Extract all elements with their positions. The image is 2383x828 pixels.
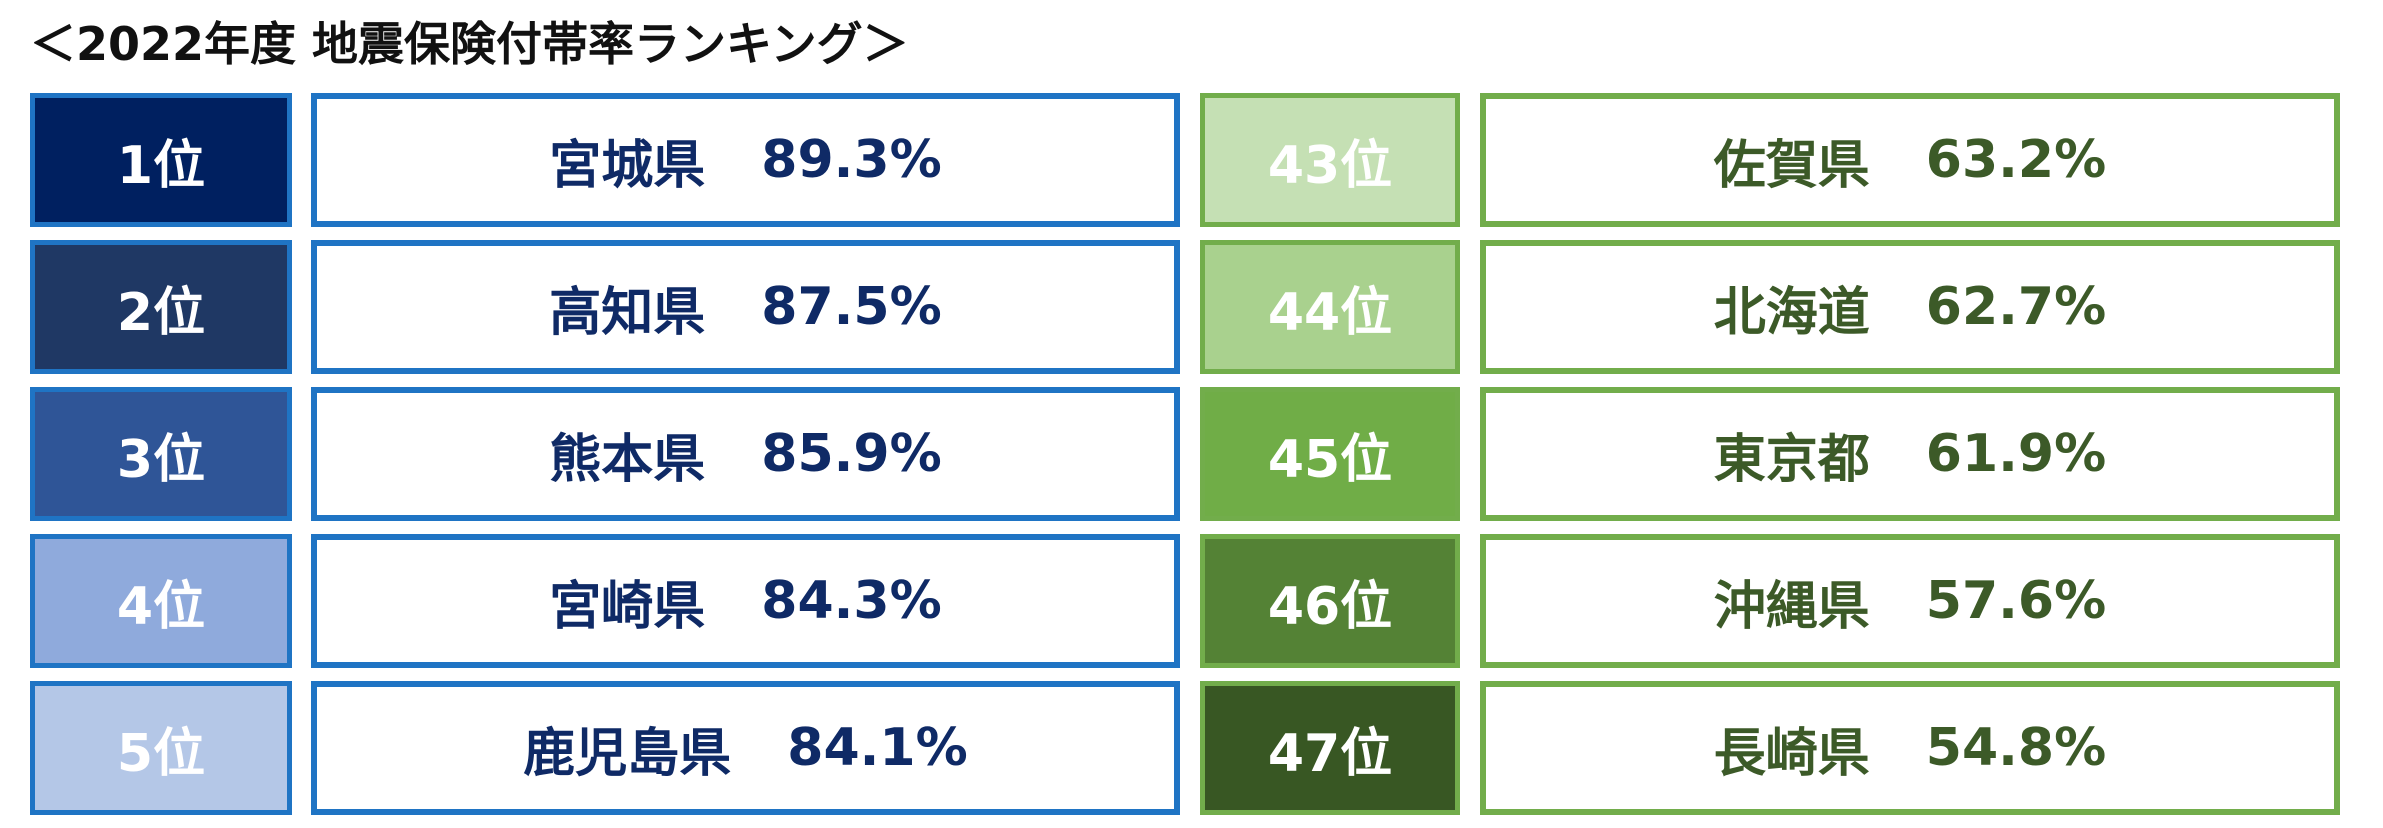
top-ranking-list: 1位 宮城県 89.3% 2位 高知県 87.5% 3位 熊本県 85.9% 4位 宮… xyxy=(30,93,1180,828)
ranking-row: 46位 沖縄県 57.6% xyxy=(1200,534,2340,668)
rank-badge: 3位 xyxy=(30,387,292,521)
ranking-row: 47位 長崎県 54.8% xyxy=(1200,681,2340,815)
prefecture-box: 長崎県 54.8% xyxy=(1480,681,2340,815)
rank-badge: 5位 xyxy=(30,681,292,815)
rate-value: 84.1% xyxy=(787,718,968,778)
ranking-row: 45位 東京都 61.9% xyxy=(1200,387,2340,521)
rank-badge: 1位 xyxy=(30,93,292,227)
rank-badge: 45位 xyxy=(1200,387,1460,521)
prefecture-box: 沖縄県 57.6% xyxy=(1480,534,2340,668)
rate-value: 57.6% xyxy=(1925,571,2107,631)
ranking-row: 3位 熊本県 85.9% xyxy=(30,387,1180,521)
rate-value: 89.3% xyxy=(761,130,942,190)
prefecture-box: 熊本県 85.9% xyxy=(311,387,1180,521)
prefecture-name: 長崎県 xyxy=(1713,723,1870,784)
rate-value: 84.3% xyxy=(761,571,942,631)
page-title: ＜2022年度 地震保険付帯率ランキング＞ xyxy=(30,17,909,71)
prefecture-box: 佐賀県 63.2% xyxy=(1480,93,2340,227)
prefecture-name: 佐賀県 xyxy=(1713,135,1870,196)
prefecture-name: 鹿児島県 xyxy=(523,723,732,784)
prefecture-name: 宮崎県 xyxy=(549,576,706,637)
ranking-row: 1位 宮城県 89.3% xyxy=(30,93,1180,227)
prefecture-name: 熊本県 xyxy=(549,429,706,490)
rate-value: 61.9% xyxy=(1925,424,2107,484)
rank-badge: 43位 xyxy=(1200,93,1460,227)
rate-value: 85.9% xyxy=(761,424,942,484)
prefecture-box: 鹿児島県 84.1% xyxy=(311,681,1180,815)
bottom-ranking-list: 43位 佐賀県 63.2% 44位 北海道 62.7% 45位 東京都 61.9% 4… xyxy=(1200,93,2340,828)
ranking-row: 4位 宮崎県 84.3% xyxy=(30,534,1180,668)
rate-value: 54.8% xyxy=(1925,718,2107,778)
prefecture-name: 高知県 xyxy=(549,282,706,343)
rate-value: 63.2% xyxy=(1925,130,2107,190)
ranking-row: 43位 佐賀県 63.2% xyxy=(1200,93,2340,227)
ranking-row: 5位 鹿児島県 84.1% xyxy=(30,681,1180,815)
prefecture-box: 宮城県 89.3% xyxy=(311,93,1180,227)
prefecture-name: 宮城県 xyxy=(549,135,706,196)
prefecture-box: 東京都 61.9% xyxy=(1480,387,2340,521)
rank-badge: 4位 xyxy=(30,534,292,668)
prefecture-name: 北海道 xyxy=(1713,282,1870,343)
prefecture-box: 高知県 87.5% xyxy=(311,240,1180,374)
ranking-row: 44位 北海道 62.7% xyxy=(1200,240,2340,374)
rank-badge: 47位 xyxy=(1200,681,1460,815)
rate-value: 87.5% xyxy=(761,277,942,337)
prefecture-box: 北海道 62.7% xyxy=(1480,240,2340,374)
prefecture-name: 東京都 xyxy=(1713,429,1870,490)
rank-badge: 46位 xyxy=(1200,534,1460,668)
rate-value: 62.7% xyxy=(1925,277,2107,337)
prefecture-name: 沖縄県 xyxy=(1713,576,1870,637)
ranking-row: 2位 高知県 87.5% xyxy=(30,240,1180,374)
rank-badge: 2位 xyxy=(30,240,292,374)
rank-badge: 44位 xyxy=(1200,240,1460,374)
prefecture-box: 宮崎県 84.3% xyxy=(311,534,1180,668)
